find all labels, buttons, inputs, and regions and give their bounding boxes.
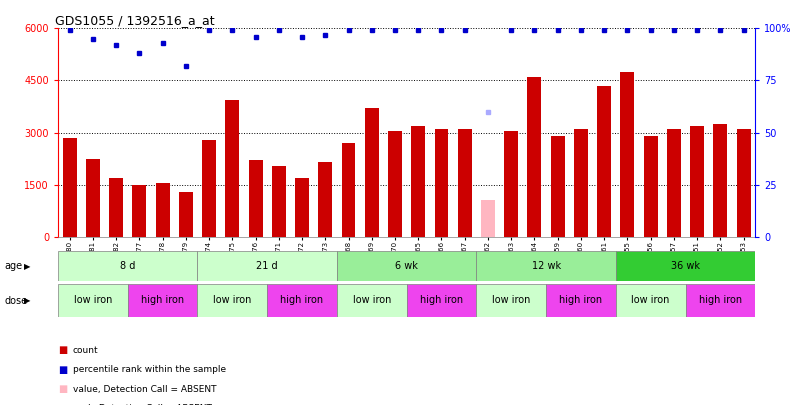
Bar: [458, 129, 472, 237]
Bar: [597, 86, 611, 237]
Bar: [574, 129, 588, 237]
Bar: [476, 284, 546, 317]
Bar: [621, 72, 634, 237]
Bar: [272, 166, 286, 237]
Text: low iron: low iron: [631, 295, 670, 305]
Bar: [156, 183, 169, 237]
Text: 12 wk: 12 wk: [531, 261, 561, 271]
Bar: [616, 284, 685, 317]
Bar: [295, 178, 309, 237]
Bar: [86, 159, 100, 237]
Bar: [481, 200, 495, 237]
Bar: [505, 131, 518, 237]
Bar: [365, 108, 379, 237]
Text: GDS1055 / 1392516_a_at: GDS1055 / 1392516_a_at: [55, 14, 214, 27]
Bar: [527, 77, 542, 237]
Bar: [411, 126, 426, 237]
Text: low iron: low iron: [352, 295, 391, 305]
Text: ▶: ▶: [24, 296, 31, 305]
Text: ■: ■: [58, 365, 67, 375]
Text: ■: ■: [58, 384, 67, 394]
Bar: [337, 251, 476, 281]
Text: 36 wk: 36 wk: [671, 261, 700, 271]
Bar: [226, 100, 239, 237]
Bar: [63, 138, 77, 237]
Bar: [713, 124, 727, 237]
Text: 8 d: 8 d: [120, 261, 135, 271]
Bar: [318, 162, 332, 237]
Bar: [690, 126, 704, 237]
Text: ▶: ▶: [24, 262, 31, 271]
Text: low iron: low iron: [73, 295, 112, 305]
Bar: [546, 284, 616, 317]
Text: low iron: low iron: [213, 295, 251, 305]
Bar: [406, 284, 476, 317]
Text: high iron: high iron: [559, 295, 603, 305]
Bar: [434, 129, 448, 237]
Bar: [197, 251, 337, 281]
Bar: [737, 129, 750, 237]
Bar: [127, 284, 197, 317]
Text: count: count: [73, 346, 98, 355]
Bar: [476, 251, 616, 281]
Bar: [248, 160, 263, 237]
Bar: [644, 136, 658, 237]
Text: ■: ■: [58, 404, 67, 405]
Bar: [685, 284, 755, 317]
Bar: [58, 284, 127, 317]
Bar: [337, 284, 406, 317]
Bar: [202, 140, 216, 237]
Text: high iron: high iron: [420, 295, 463, 305]
Text: low iron: low iron: [492, 295, 530, 305]
Text: high iron: high iron: [141, 295, 185, 305]
Text: rank, Detection Call = ABSENT: rank, Detection Call = ABSENT: [73, 404, 211, 405]
Bar: [132, 185, 147, 237]
Bar: [197, 284, 267, 317]
Text: ■: ■: [58, 345, 67, 355]
Bar: [667, 129, 681, 237]
Text: 21 d: 21 d: [256, 261, 278, 271]
Text: percentile rank within the sample: percentile rank within the sample: [73, 365, 226, 374]
Text: value, Detection Call = ABSENT: value, Detection Call = ABSENT: [73, 385, 216, 394]
Bar: [550, 136, 565, 237]
Text: 6 wk: 6 wk: [395, 261, 418, 271]
Bar: [58, 251, 197, 281]
Text: high iron: high iron: [699, 295, 742, 305]
Bar: [616, 251, 755, 281]
Bar: [388, 131, 402, 237]
Bar: [109, 178, 123, 237]
Bar: [179, 192, 193, 237]
Text: high iron: high iron: [280, 295, 324, 305]
Bar: [267, 284, 337, 317]
Text: dose: dose: [4, 296, 27, 305]
Text: age: age: [4, 262, 22, 271]
Bar: [342, 143, 355, 237]
